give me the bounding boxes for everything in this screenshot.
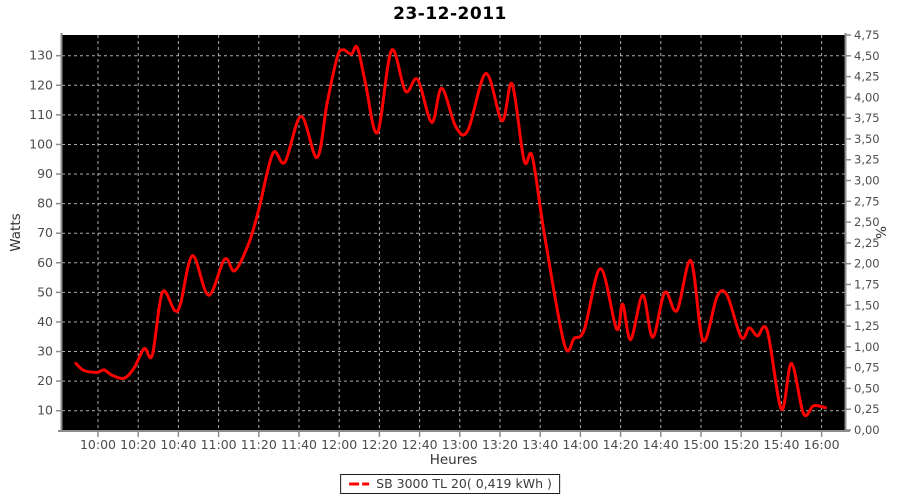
left-axis-tick-label: 100 xyxy=(29,136,53,151)
left-axis-tick-label: 50 xyxy=(37,284,53,299)
legend: SB 3000 TL 20( 0,419 kWh ) xyxy=(340,474,560,494)
right-axis-tick-label: 2,75 xyxy=(854,194,880,208)
right-axis-tick-label: 3,25 xyxy=(854,153,880,167)
x-axis-tick-label: 13:40 xyxy=(522,437,558,452)
right-axis-tick-label: 1,75 xyxy=(854,277,880,291)
left-axis-tick-label: 20 xyxy=(37,373,53,388)
x-axis-tick-label: 14:20 xyxy=(603,437,639,452)
right-axis-tick-label: 2,50 xyxy=(854,215,880,229)
left-axis-tick-label: 80 xyxy=(37,196,53,211)
right-axis-tick-label: 2,25 xyxy=(854,236,880,250)
x-axis-tick-label: 15:00 xyxy=(683,437,719,452)
left-axis-tick-label: 40 xyxy=(37,314,53,329)
right-axis-tick-label: 4,00 xyxy=(854,90,880,104)
x-axis-tick-label: 14:00 xyxy=(562,437,598,452)
left-axis-tick-label: 130 xyxy=(29,48,53,63)
right-axis-tick-label: 4,50 xyxy=(854,49,880,63)
x-axis-tick-label: 13:00 xyxy=(442,437,478,452)
x-axis-tick-label: 11:00 xyxy=(201,437,237,452)
right-axis-tick-label: 0,25 xyxy=(854,402,880,416)
x-axis-title: Heures xyxy=(430,452,478,468)
x-axis-tick-label: 10:20 xyxy=(120,437,156,452)
right-axis-tick-label: 3,00 xyxy=(854,174,880,188)
left-axis-tick-label: 30 xyxy=(37,344,53,359)
right-axis-tick-label: 3,75 xyxy=(854,111,880,125)
x-axis-tick-label: 12:00 xyxy=(321,437,357,452)
right-axis-tick-label: 4,75 xyxy=(854,28,880,42)
series-line xyxy=(74,44,828,418)
x-axis-tick-label: 11:20 xyxy=(241,437,277,452)
x-axis-tick-label: 10:00 xyxy=(80,437,116,452)
left-axis-title: Watts xyxy=(8,213,24,251)
left-axis-tick-label: 120 xyxy=(29,77,53,92)
x-axis-tick-label: 16:00 xyxy=(804,437,840,452)
left-axis-tick-label: 90 xyxy=(37,166,53,181)
left-axis-tick-label: 60 xyxy=(37,255,53,270)
chart-title: 23-12-2011 xyxy=(393,4,507,24)
right-axis-tick-label: 1,50 xyxy=(854,298,880,312)
right-axis-title: % xyxy=(874,226,890,239)
right-axis-tick-label: 0,50 xyxy=(854,381,880,395)
x-axis-tick-label: 13:20 xyxy=(482,437,518,452)
right-axis-tick-label: 2,00 xyxy=(854,257,880,271)
plot-area xyxy=(62,35,845,430)
right-axis-tick-label: 4,25 xyxy=(854,70,880,84)
right-axis-tick-label: 1,00 xyxy=(854,340,880,354)
right-axis-tick-label: 0,00 xyxy=(854,423,880,437)
left-axis-tick-label: 110 xyxy=(29,107,53,122)
left-axis-tick-label: 70 xyxy=(37,225,53,240)
x-axis-tick-label: 12:20 xyxy=(361,437,397,452)
x-axis-tick-label: 12:40 xyxy=(402,437,438,452)
right-axis-tick-label: 3,50 xyxy=(854,132,880,146)
legend-series-label: SB 3000 TL 20( 0,419 kWh ) xyxy=(376,476,552,491)
x-axis-tick-label: 11:40 xyxy=(281,437,317,452)
x-axis-tick-label: 10:40 xyxy=(160,437,196,452)
right-axis-tick-label: 1,25 xyxy=(854,319,880,333)
x-axis-tick-label: 15:40 xyxy=(763,437,799,452)
left-axis-tick-label: 10 xyxy=(37,403,53,418)
legend-line-marker xyxy=(349,482,370,485)
x-axis-tick-label: 14:40 xyxy=(643,437,679,452)
x-axis-tick-label: 15:20 xyxy=(723,437,759,452)
right-axis-tick-label: 0,75 xyxy=(854,361,880,375)
